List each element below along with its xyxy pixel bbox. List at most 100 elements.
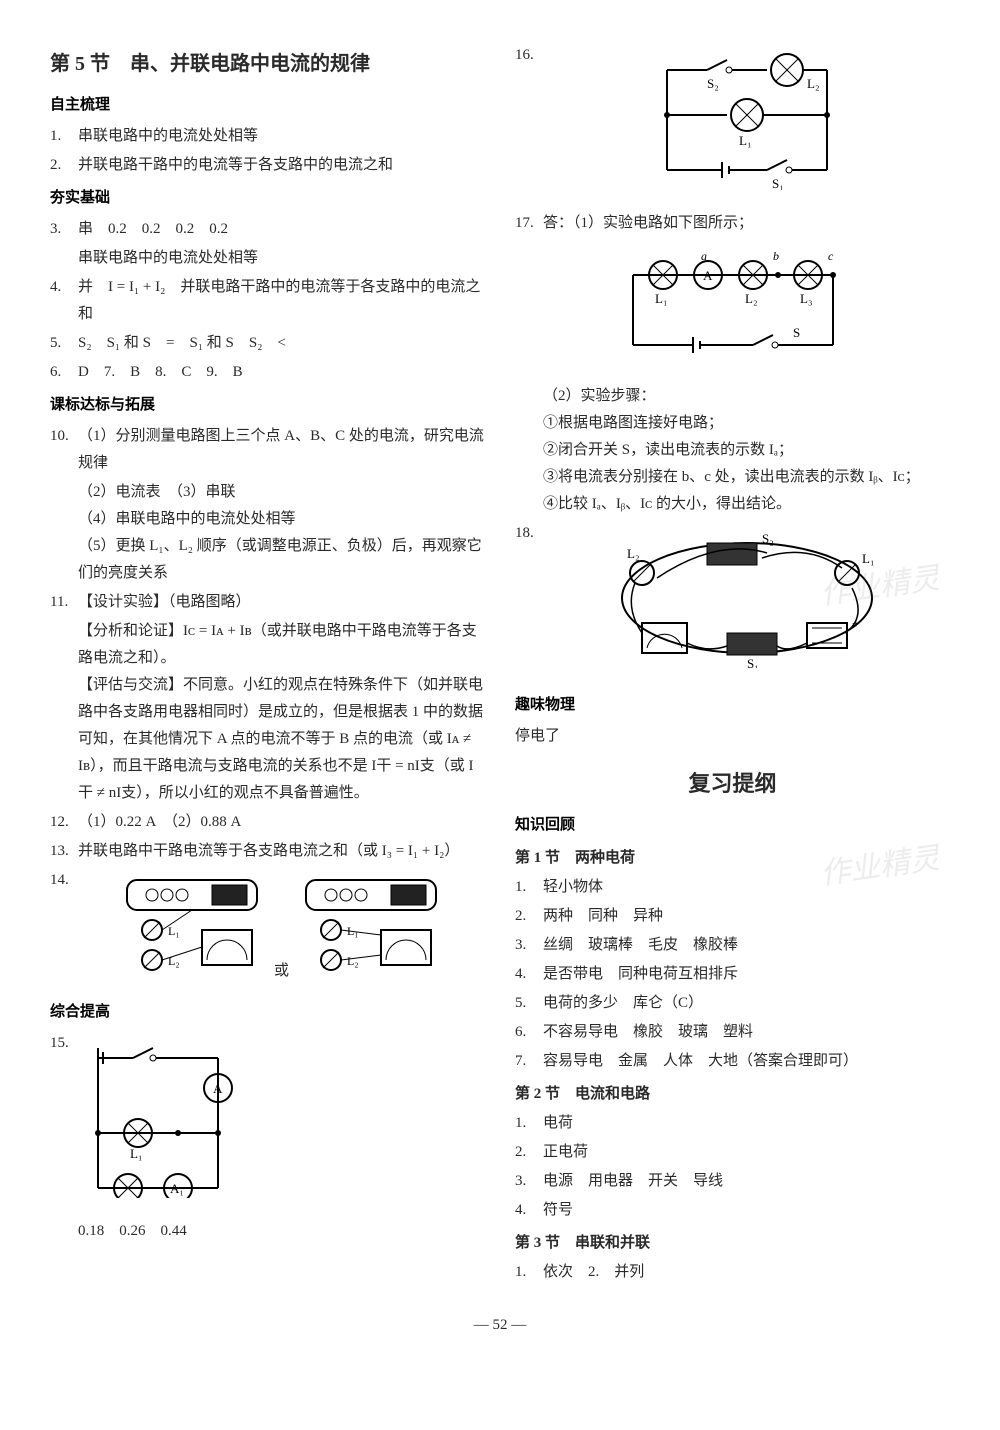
item-number: 11. (50, 589, 78, 616)
list-item: 10.（1）分别测量电路图上三个点 A、B、C 处的电流，研究电流规律 (50, 423, 485, 477)
item-text: 串联电路中的电流处处相等 (50, 245, 485, 272)
item-text: （1）分别测量电路图上三个点 A、B、C 处的电流，研究电流规律 (78, 423, 485, 477)
item-text: 不容易导电 橡胶 玻璃 塑料 (543, 1019, 950, 1046)
item-text: 符号 (543, 1197, 950, 1224)
item-number: 1. (50, 123, 78, 150)
list-item: 13.并联电路中干路电流等于各支路电流之和（或 I₃ = I₁ + I₂） (50, 838, 485, 865)
diagram-17: L₁ A a L₂ b L₃ c (515, 245, 950, 375)
list-item: 4.符号 (515, 1197, 950, 1224)
item-text: 容易导电 金属 人体 大地（答案合理即可） (543, 1048, 950, 1075)
item-number: 2. (50, 152, 78, 179)
item-text: 依次 2. 并列 (543, 1259, 950, 1286)
heading-zizhu: 自主梳理 (50, 92, 485, 119)
svg-text:L₂: L₂ (627, 546, 639, 561)
svg-text:S₂: S₂ (707, 76, 719, 91)
list-item: 3.串 0.2 0.2 0.2 0.2 (50, 216, 485, 243)
or-label: 或 (274, 963, 289, 979)
list-item: 4.是否带电 同种电荷互相排斥 (515, 961, 950, 988)
list-item: 4.并 I = I₁ + I₂ 并联电路干路中的电流等于各支路中的电流之和 (50, 274, 485, 328)
item-text: 两种 同种 异种 (543, 903, 950, 930)
item-text: 并联电路中干路电流等于各支路电流之和（或 I₃ = I₁ + I₂） (78, 838, 485, 865)
item-number: 1. (515, 874, 543, 901)
item-number: 1. (515, 1259, 543, 1286)
item-number: 2. (515, 903, 543, 930)
item-number: 3. (50, 216, 78, 243)
list-item: 5.电荷的多少 库仑（C） (515, 990, 950, 1017)
svg-text:b: b (773, 249, 779, 263)
item-number: 6. (515, 1019, 543, 1046)
svg-text:L₁: L₁ (130, 1146, 142, 1161)
heading-kebiao: 课标达标与拓展 (50, 392, 485, 419)
svg-text:L₁: L₁ (739, 133, 751, 148)
item-number: 1. (515, 1110, 543, 1137)
svg-text:S₁: S₁ (772, 176, 784, 190)
list-item: 11.【设计实验】（电路图略） (50, 589, 485, 616)
list-item: 1.依次 2. 并列 (515, 1259, 950, 1286)
item-number: 4. (515, 1197, 543, 1224)
item-text: 电荷 (543, 1110, 950, 1137)
item-number: 4. (50, 274, 78, 328)
svg-text:L₂: L₂ (745, 291, 757, 306)
list-item: 2.正电荷 (515, 1139, 950, 1166)
item-number: 10. (50, 423, 78, 477)
list-item: 12.（1）0.22 A （2）0.88 A (50, 809, 485, 836)
svg-text:L₂: L₂ (807, 76, 819, 91)
item-text: ①根据电路图连接好电路； (515, 410, 950, 437)
list-item: 3.电源 用电器 开关 导线 (515, 1168, 950, 1195)
list-item: 2.并联电路干路中的电流等于各支路中的电流之和 (50, 152, 485, 179)
subsection-3: 第 3 节 串联和并联 (515, 1230, 950, 1257)
item-text: 电荷的多少 库仑（C） (543, 990, 950, 1017)
svg-text:A: A (213, 1081, 223, 1096)
item-number: 5. (515, 990, 543, 1017)
list-item: 18. L₂ S₂ L₁ S₁ (515, 520, 950, 686)
item-number: 12. (50, 809, 78, 836)
list-item: 1.轻小物体 (515, 874, 950, 901)
review-title: 复习提纲 (515, 764, 950, 804)
subsection-1: 第 1 节 两种电荷 (515, 845, 950, 872)
svg-text:a: a (701, 249, 707, 263)
item-number: 5. (50, 330, 78, 357)
list-item: 1.电荷 (515, 1110, 950, 1137)
list-item: 1.串联电路中的电流处处相等 (50, 123, 485, 150)
item-number: 15. (50, 1030, 78, 1216)
item-number: 16. (515, 42, 543, 208)
svg-text:L₁: L₁ (655, 291, 667, 306)
svg-text:S₁: S₁ (747, 656, 759, 668)
item-text: （2）电流表 （3）串联 (50, 479, 485, 506)
item-number: 3. (515, 932, 543, 959)
item-number: 3. (515, 1168, 543, 1195)
heading-zonghe: 综合提高 (50, 999, 485, 1026)
item-number: 6. (50, 359, 78, 386)
item-text: （2）实验步骤： (515, 383, 950, 410)
item-number: 4. (515, 961, 543, 988)
item-number: 7. (515, 1048, 543, 1075)
item-text: 串 0.2 0.2 0.2 0.2 (78, 216, 485, 243)
item-text: 0.18 0.26 0.44 (50, 1218, 485, 1245)
item-text: 答：（1）实验电路如下图所示； (543, 210, 950, 237)
item-text: 是否带电 同种电荷互相排斥 (543, 961, 950, 988)
svg-text:c: c (828, 249, 834, 263)
heading-hangshi: 夯实基础 (50, 185, 485, 212)
item-text: （4）串联电路中的电流处处相等 (50, 506, 485, 533)
list-item: 17.答：（1）实验电路如下图所示； (515, 210, 950, 237)
svg-text:S₂: S₂ (762, 531, 774, 546)
diagram-14: L₁ L₂ 或 L₁ L₂ (78, 875, 485, 985)
subsection-2: 第 2 节 电流和电路 (515, 1081, 950, 1108)
item-number: 14. (50, 867, 78, 993)
item-text: D 7. B 8. C 9. B (78, 359, 485, 386)
item-text: 停电了 (515, 723, 950, 750)
item-text: S₂ S₁ 和 S = S₁ 和 S S₂ < (78, 330, 485, 357)
svg-text:L₃: L₃ (800, 291, 812, 306)
item-text: 串联电路中的电流处处相等 (78, 123, 485, 150)
list-item: 5.S₂ S₁ 和 S = S₁ 和 S S₂ < (50, 330, 485, 357)
item-number: 2. (515, 1139, 543, 1166)
list-item: 3.丝绸 玻璃棒 毛皮 橡胶棒 (515, 932, 950, 959)
list-item: 7.容易导电 金属 人体 大地（答案合理即可） (515, 1048, 950, 1075)
diagram-15: A L₁ L₂ A₁ (78, 1038, 485, 1208)
diagram-16: S₂ L₂ L₁ (543, 50, 950, 200)
item-text: 【评估与交流】不同意。小红的观点在特殊条件下（如并联电路中各支路用电器相同时）是… (50, 672, 485, 807)
item-text: 电源 用电器 开关 导线 (543, 1168, 950, 1195)
list-item: 6.D 7. B 8. C 9. B (50, 359, 485, 386)
list-item: 16. S₂ L₂ L (515, 42, 950, 208)
diagram-18: L₂ S₂ L₁ S₁ + (543, 528, 950, 678)
